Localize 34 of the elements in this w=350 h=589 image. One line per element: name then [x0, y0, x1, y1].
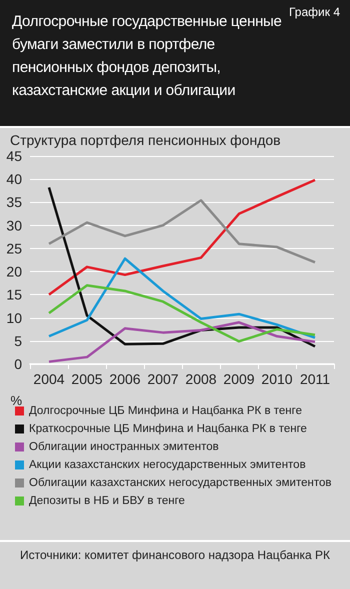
line-series — [48, 199, 316, 264]
x-tick-label: 2006 — [109, 371, 141, 387]
y-axis-title: % — [10, 393, 22, 408]
line-series — [48, 321, 316, 363]
y-tick-label: 20 — [6, 264, 22, 280]
y-tick-label: 10 — [6, 310, 22, 326]
x-tick-label: 2005 — [71, 371, 103, 387]
x-tick-label: 2004 — [33, 371, 65, 387]
y-tick-label: 45 — [6, 148, 22, 164]
x-tick-label: 2008 — [185, 371, 217, 387]
line-series — [48, 178, 316, 296]
text: График 4 — [288, 5, 340, 19]
y-tick-label: 35 — [6, 194, 22, 210]
y-tick-label: 30 — [6, 217, 22, 234]
y-tick-label: 25 — [6, 240, 22, 256]
x-tick-label: 2011 — [300, 371, 330, 387]
legend-label: Краткосрочные ЦБ Минфина и Нацбанка РК в тенге — [29, 423, 307, 435]
legend-label: Облигации казахстанских негосударственных эмитентов — [29, 477, 332, 489]
legend-label: Облигации иностранных эмитентов — [29, 441, 219, 453]
x-tick-label: 2009 — [223, 371, 255, 387]
y-tick-label: 5 — [14, 332, 22, 349]
line-series — [48, 284, 316, 343]
legend-label: Акции казахстанских негосударственных эмитентов — [29, 459, 306, 471]
y-tick-label: 15 — [6, 286, 22, 303]
x-tick-label: 2007 — [147, 371, 179, 387]
legend-label: Долгосрочные ЦБ Минфина и Нацбанка РК в тенге — [29, 405, 302, 417]
x-tick-label: 2010 — [261, 371, 293, 387]
legend-label: Депозиты в НБ и БВУ в тенге — [29, 495, 185, 507]
text: Источники: комитет финансового надзора Нацбанка РК — [0, 540, 350, 568]
y-tick-label: 0 — [14, 356, 22, 372]
y-tick-label: 40 — [6, 171, 22, 188]
line-series — [48, 257, 316, 339]
chart-title: Долгосрочные государственные ценные бумаги заместили в портфеле пенсионных фондов депозиты, казахстанские акции и облигации — [12, 13, 282, 99]
chart-subtitle: Структура портфеля пенсионных фондов — [9, 131, 282, 148]
